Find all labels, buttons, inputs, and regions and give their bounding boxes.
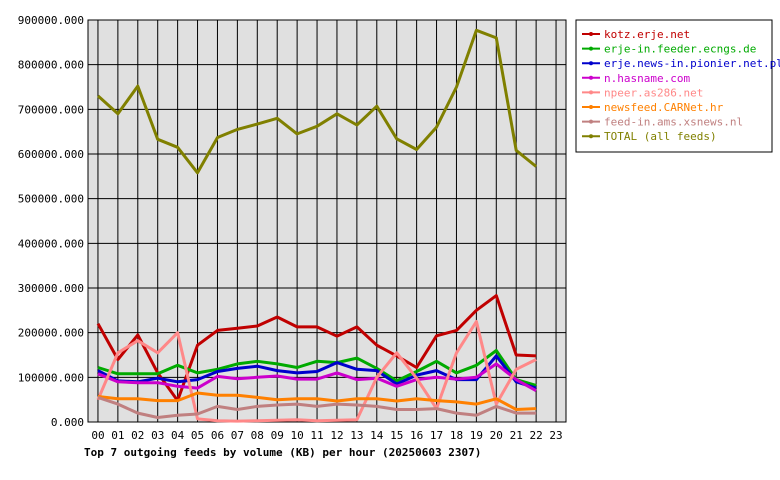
legend-marker [589,32,593,36]
legend-marker [589,119,593,124]
legend-label: feed-in.ams.xsnews.nl [604,116,743,129]
y-tick-label: 900000.000 [18,14,84,27]
chart-title: Top 7 outgoing feeds by volume (KB) per … [84,446,481,459]
x-tick-label: 15 [390,429,403,442]
legend-label: TOTAL (all feeds) [604,130,717,143]
x-tick-label: 14 [370,429,384,442]
legend-label: newsfeed.CARNet.hr [604,101,724,114]
x-tick-label: 04 [171,429,185,442]
legend-box [575,19,773,153]
y-tick-label: 600000.000 [18,148,84,161]
series-line [96,320,537,423]
y-tick-label: 400000.000 [18,237,84,250]
x-tick-label: 17 [430,429,443,442]
legend-marker [589,90,593,95]
y-tick-labels: 0.000 100000.000 200000.000 300000.000 40000… [18,14,84,429]
x-tick-label: 16 [410,429,423,442]
legend-marker [589,46,593,51]
x-tick-label: 11 [310,429,323,442]
x-tick-label: 01 [111,429,124,442]
x-tick-label: 13 [350,429,363,442]
x-tick-label: 05 [191,429,204,442]
series-line [97,391,537,411]
x-tick-label: 07 [231,429,244,442]
legend: kotz.erje.net erje-in.feeder.ecngs.deerje… [575,19,780,153]
legend-label: erje.news-in.pionier.net.pl [604,57,780,70]
x-tick-label: 18 [450,429,463,442]
series-line [97,362,537,393]
x-tick-label: 21 [510,429,523,442]
series-line [97,395,537,419]
legend-label: erje-in.feeder.ecngs.de [604,43,756,56]
series-line [96,294,537,403]
legend-label: kotz.erje.net [604,28,690,41]
x-tick-label: 02 [131,429,144,442]
x-tick-label: 20 [490,429,503,442]
y-tick-label: 100000.000 [18,371,84,384]
legend-label: n.hasname.com [604,72,690,85]
legend-label: npeer.as286.net [604,86,703,99]
x-tick-labels: 00 01 02 03 04 05 06 07 08 09 10 11 12 13 14 15 16 17 18 19… [91,429,562,442]
x-tick-label: 03 [151,429,164,442]
legend-marker [589,61,593,66]
series-line [96,28,538,175]
y-tick-label: 200000.000 [18,327,84,340]
y-tick-label: 500000.000 [18,193,84,206]
x-tick-label: 12 [330,429,343,442]
series-line [97,349,537,387]
x-tick-label: 08 [251,429,264,442]
y-tick-label: 700000.000 [18,103,84,116]
x-tick-label: 10 [291,429,304,442]
x-tick-label: 06 [211,429,224,442]
y-tick-label: 0.000 [51,416,84,429]
x-tick-label: 09 [271,429,284,442]
x-tick-label: 23 [549,429,562,442]
x-tick-label: 00 [91,429,104,442]
legend-marker [589,105,593,109]
y-tick-label: 800000.000 [18,59,84,72]
plot-area [87,19,567,423]
x-tick-label: 22 [530,429,543,442]
legend-marker [589,75,593,80]
y-tick-label: 300000.000 [18,282,84,295]
legend-marker [589,134,593,139]
series-lines [96,28,538,423]
x-tick-label: 19 [470,429,483,442]
